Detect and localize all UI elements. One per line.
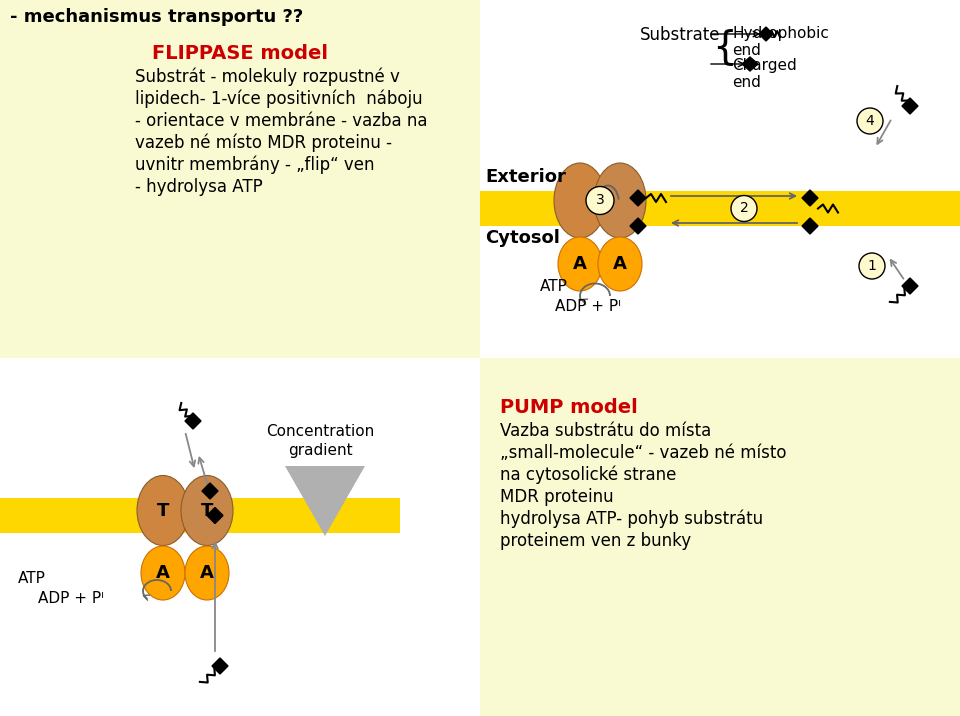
Text: 4: 4: [866, 114, 875, 128]
Text: PUMP model: PUMP model: [500, 398, 637, 417]
Ellipse shape: [185, 546, 229, 600]
Text: - mechanismus transportu ??: - mechanismus transportu ??: [10, 8, 303, 26]
Ellipse shape: [594, 163, 646, 238]
Text: „small-molecule“ - vazeb né místo: „small-molecule“ - vazeb né místo: [500, 444, 786, 462]
Text: Concentration
gradient: Concentration gradient: [266, 425, 374, 458]
Ellipse shape: [137, 475, 189, 546]
Text: A: A: [613, 255, 627, 273]
Text: na cytosolické strane: na cytosolické strane: [500, 466, 677, 485]
Polygon shape: [802, 218, 818, 234]
Text: uvnitr membrány - „flip“ ven: uvnitr membrány - „flip“ ven: [135, 156, 374, 175]
Ellipse shape: [181, 475, 233, 546]
Text: Vazba substrátu do místa: Vazba substrátu do místa: [500, 422, 711, 440]
Text: Hydrophobic
end: Hydrophobic end: [732, 26, 828, 59]
Text: vazeb né místo MDR proteinu -: vazeb né místo MDR proteinu -: [135, 134, 392, 153]
Polygon shape: [212, 658, 228, 674]
Circle shape: [859, 253, 885, 279]
Text: - orientace v membráne - vazba na: - orientace v membráne - vazba na: [135, 112, 427, 130]
Polygon shape: [630, 190, 646, 206]
Polygon shape: [185, 413, 201, 429]
Circle shape: [586, 186, 614, 215]
Bar: [0, 0, 480, 358]
Polygon shape: [759, 27, 773, 41]
Polygon shape: [285, 466, 365, 536]
Bar: [480, 0, 960, 358]
Ellipse shape: [141, 546, 185, 600]
Bar: [480, 358, 960, 716]
Bar: [0, 498, 400, 533]
Polygon shape: [742, 57, 758, 71]
Polygon shape: [207, 508, 223, 523]
Text: - hydrolysa ATP: - hydrolysa ATP: [135, 178, 263, 196]
Text: 1: 1: [868, 259, 876, 273]
Text: Substrát - molekuly rozpustné v: Substrát - molekuly rozpustné v: [135, 68, 400, 87]
Text: 3: 3: [595, 193, 605, 208]
Text: Substrate: Substrate: [640, 26, 721, 44]
Ellipse shape: [558, 237, 602, 291]
Text: MDR proteinu: MDR proteinu: [500, 488, 613, 506]
Circle shape: [857, 108, 883, 134]
Polygon shape: [902, 278, 918, 294]
Polygon shape: [202, 483, 218, 499]
Text: FLIPPASE model: FLIPPASE model: [152, 44, 328, 63]
Text: lipidech- 1-více positivních  náboju: lipidech- 1-více positivních náboju: [135, 90, 422, 109]
Text: ADP + Pᴵ: ADP + Pᴵ: [555, 299, 621, 314]
Text: hydrolysa ATP- pohyb substrátu: hydrolysa ATP- pohyb substrátu: [500, 510, 763, 528]
Text: {: {: [712, 28, 736, 66]
Text: T: T: [201, 501, 213, 520]
Text: Charged
end: Charged end: [732, 58, 797, 90]
Circle shape: [731, 195, 757, 221]
Polygon shape: [630, 218, 646, 234]
Text: ATP: ATP: [18, 571, 46, 586]
Text: proteinem ven z bunky: proteinem ven z bunky: [500, 532, 691, 550]
Bar: [480, 191, 960, 226]
Text: A: A: [573, 255, 587, 273]
Text: 2: 2: [739, 201, 749, 216]
Text: T: T: [156, 501, 169, 520]
Text: ATP: ATP: [540, 279, 568, 294]
Bar: [0, 358, 480, 716]
Ellipse shape: [598, 237, 642, 291]
Text: ADP + Pᴵ: ADP + Pᴵ: [38, 591, 104, 606]
Ellipse shape: [554, 163, 606, 238]
Text: Exterior: Exterior: [485, 168, 565, 186]
Text: A: A: [200, 564, 214, 582]
Polygon shape: [802, 190, 818, 206]
Polygon shape: [902, 98, 918, 114]
Text: A: A: [156, 564, 170, 582]
Text: Cytosol: Cytosol: [485, 229, 560, 247]
